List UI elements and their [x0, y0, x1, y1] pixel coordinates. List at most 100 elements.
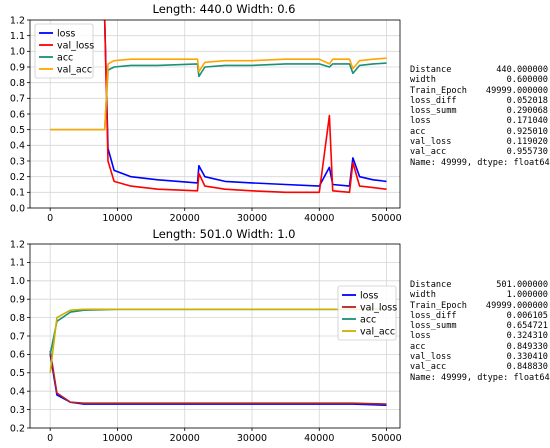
stat-value: 0.171040 — [506, 116, 548, 127]
stat-key: val_acc — [410, 362, 447, 373]
chart-panel-bottom: Length: 501.0 Width: 1.0 0.2 0.3 0.4 0.5 0.6… — [0, 224, 550, 448]
stat-value: 0.955730 — [506, 147, 548, 158]
y-tick-label: 1.2 — [10, 239, 25, 250]
stat-value: 0.119020 — [506, 137, 548, 148]
series-line-loss — [103, 19, 387, 187]
stat-key: Distance — [410, 280, 452, 290]
stat-key: val_loss — [410, 137, 452, 148]
stat-row: loss_summ 0.290068 — [410, 106, 548, 116]
y-tick-label: 1.1 — [10, 31, 25, 42]
stat-value: 1.000000 — [506, 290, 548, 301]
stat-key: loss_summ — [410, 321, 457, 332]
y-tick-label: 0.5 — [10, 125, 25, 136]
stat-value: 440.000000 — [496, 65, 548, 75]
stat-value: 49999.000000 — [485, 300, 548, 311]
stat-value: 0.290068 — [506, 106, 548, 117]
stat-key: loss_diff — [410, 95, 457, 106]
stat-row: acc 0.925010 — [410, 127, 548, 137]
y-tick-label: 0.7 — [10, 94, 25, 105]
y-tick-label: 0.7 — [10, 331, 25, 342]
stat-value: 0.052018 — [506, 95, 548, 106]
stat-key: Train_Epoch — [410, 85, 467, 96]
stat-value: 0.925010 — [506, 126, 548, 137]
stat-row: loss_summ 0.654721 — [410, 321, 548, 331]
y-tick-label: 0.3 — [10, 405, 25, 416]
series-line-val_acc — [49, 307, 387, 373]
x-tick-label: 50000 — [371, 213, 401, 224]
legend-label: val_acc — [57, 64, 92, 75]
stat-row: val_loss 0.119020 — [410, 137, 548, 147]
legend-label: acc — [360, 314, 376, 325]
stat-row: loss 0.171040 — [410, 116, 548, 126]
legend-box — [337, 285, 397, 341]
stat-value: 501.000000 — [496, 280, 548, 290]
stat-key: val_loss — [410, 352, 452, 363]
x-tick-label: 40000 — [304, 213, 334, 224]
y-tick-label: 0.2 — [10, 172, 25, 183]
x-tick-label: 0 — [47, 213, 53, 224]
y-tick-label: 0.1 — [10, 188, 25, 199]
chart-bottom: Length: 501.0 Width: 1.0 0.2 0.3 0.4 0.5 0.6… — [10, 227, 402, 444]
chart-title: Length: 440.0 Width: 0.6 — [152, 2, 295, 16]
y-tick-label: 0.6 — [10, 350, 25, 361]
stat-key: acc — [410, 126, 426, 137]
chart-top: Length: 440.0 Width: 0.6 0.0 0.1 0.2 0.3 0.4… — [10, 2, 402, 224]
series-line-val_loss — [103, 19, 387, 194]
stat-row: val_acc 0.848830 — [410, 362, 548, 372]
chart-title: Length: 501.0 Width: 1.0 — [152, 227, 295, 241]
stat-row: acc 0.849330 — [410, 342, 548, 352]
x-tick-label: 30000 — [237, 213, 267, 224]
x-tick-label: 10000 — [102, 433, 132, 444]
x-tick-label: 30000 — [237, 433, 267, 444]
x-tick-label: 10000 — [102, 213, 132, 224]
stats-readout: Distance 440.000000 width 0.600000 Train_Epo… — [410, 65, 550, 168]
y-tick-label: 0.6 — [10, 109, 25, 120]
x-tick-label: 20000 — [170, 213, 200, 224]
series-line-val_loss — [49, 350, 387, 405]
legend-label: loss — [57, 28, 75, 39]
stat-row: Train_Epoch 49999.000000 — [410, 301, 548, 311]
stat-row: Distance 501.000000 — [410, 280, 548, 290]
stat-value: 0.006105 — [506, 310, 548, 321]
stat-row: loss_diff 0.052018 — [410, 96, 548, 106]
stat-row: loss_diff 0.006105 — [410, 311, 548, 321]
y-tick-label: 0.4 — [10, 141, 25, 152]
stat-row: width 0.600000 — [410, 75, 548, 85]
legend-box — [34, 23, 94, 79]
stats-footer: Name: 49999, dtype: float64 — [410, 372, 550, 383]
stat-row: val_acc 0.955730 — [410, 147, 548, 157]
x-tick-label: 40000 — [304, 433, 334, 444]
stat-row: Train_Epoch 49999.000000 — [410, 86, 548, 96]
y-tick-label: 0.2 — [10, 423, 25, 434]
stat-value: 0.324310 — [506, 331, 548, 342]
stat-value: 0.600000 — [506, 75, 548, 86]
y-tick-label: 0.0 — [10, 203, 25, 214]
stat-key: loss_summ — [410, 106, 457, 117]
stats-readout: Distance 501.000000 width 1.000000 Train_Epo… — [410, 280, 550, 383]
y-tick-label: 0.5 — [10, 368, 25, 379]
stat-key: loss_diff — [410, 310, 457, 321]
stat-key: val_acc — [410, 147, 447, 158]
stat-value: 0.849330 — [506, 341, 548, 352]
stat-row: val_loss 0.330410 — [410, 352, 548, 362]
x-tick-label: 20000 — [170, 433, 200, 444]
legend-label: val_loss — [57, 40, 94, 51]
y-tick-label: 1.1 — [10, 258, 25, 269]
y-tick-label: 0.8 — [10, 313, 25, 324]
x-tick-label: 50000 — [371, 433, 401, 444]
stat-row: loss 0.324310 — [410, 331, 548, 341]
stat-value: 0.848830 — [506, 362, 548, 373]
stat-key: acc — [410, 341, 426, 352]
series-line-val_acc — [50, 57, 387, 131]
legend-label: acc — [57, 52, 73, 63]
stat-value: 49999.000000 — [485, 85, 548, 96]
stat-key: loss — [410, 331, 431, 342]
stat-key: loss — [410, 116, 431, 127]
y-tick-label: 0.9 — [10, 62, 25, 73]
stat-value: 0.330410 — [506, 352, 548, 363]
y-tick-label: 0.4 — [10, 387, 25, 398]
legend-label: val_loss — [360, 302, 397, 313]
y-tick-label: 1.0 — [10, 276, 25, 287]
